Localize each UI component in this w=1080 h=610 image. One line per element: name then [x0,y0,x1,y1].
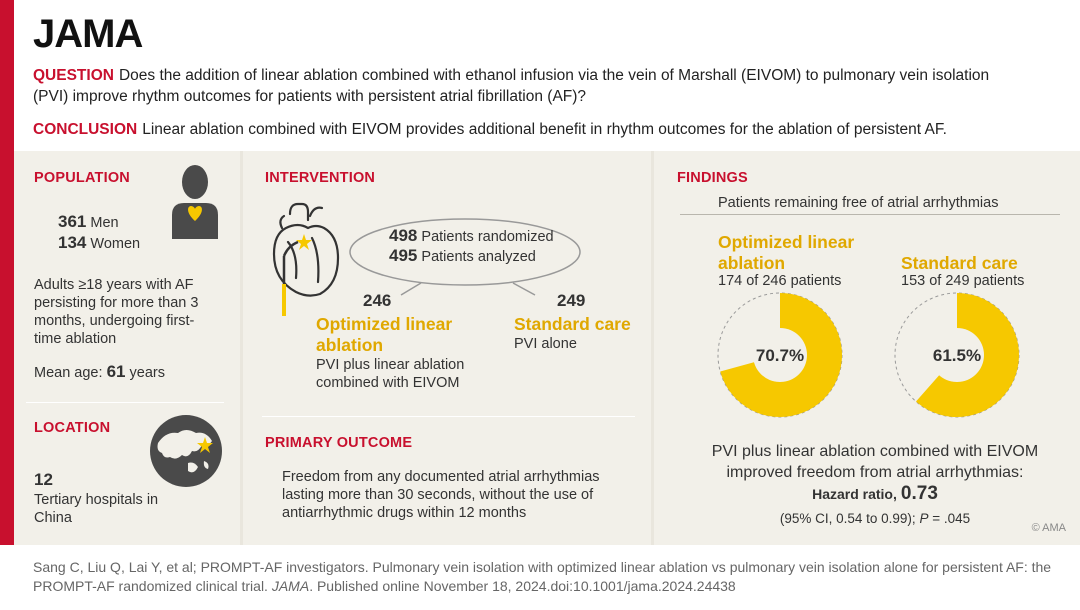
journal-logo: JAMA [33,12,143,56]
question-text: Does the addition of linear ablation com… [33,67,990,105]
arm2-name: Standard care [514,314,631,334]
women-label: Women [90,236,141,252]
chart-remaining-ring [894,292,1020,418]
conclusion-block: CONCLUSION Linear ablation combined with … [33,119,1073,140]
mean-age-unit: years [129,365,165,381]
primary-outcome-text: Freedom from any documented atrial arrhy… [282,469,600,521]
chart-series-1-detail: 174 of 246 patients [718,273,842,289]
ci-text: (95% CI, 0.54 to 0.99); [779,511,916,526]
randomized-label: Patients randomized [421,229,554,245]
analyzed-label: Patients analyzed [421,249,536,265]
location-description: Tertiary hospitals in China [34,492,159,526]
women-stat: 134 Women [58,234,140,253]
findings-summary: PVI plus linear ablation combined with E… [711,443,1039,481]
globe-icon [150,415,222,487]
hospital-count: 12 [34,470,53,489]
donut-hole [930,328,984,382]
citation: Sang C, Liu Q, Lai Y, et al; PROMPT-AF i… [33,558,1063,596]
chart-series-1-name: Optimized linear ablation [718,232,855,273]
population-title: POPULATION [34,170,130,186]
heart-icon [272,202,340,316]
citation-journal: JAMA [271,578,310,594]
mean-age-label: Mean age: [34,365,103,381]
donut-chart-1: 70.7% [717,292,843,418]
donut-hole [753,328,807,382]
arm1-name: Optimized linear ablation [316,314,453,355]
conclusion-label: CONCLUSION [33,121,138,138]
analyzed-stat: 495 Patients analyzed [389,247,536,266]
randomized-stat: 498 Patients randomized [389,227,554,246]
hazard-ratio: Hazard ratio, 0.73 [700,483,1050,504]
red-accent-bar [0,0,14,545]
divider [262,416,635,417]
subtitle-underline [680,214,1060,215]
citation-text: Sang C, Liu Q, Lai Y, et al; PROMPT-AF i… [33,559,1052,594]
conclusion-text: Linear ablation combined with EIVOM prov… [142,121,947,138]
arm1-description: PVI plus linear ablation combined with E… [316,357,465,391]
primary-outcome-title: PRIMARY OUTCOME [265,435,413,451]
p-label: P [919,511,929,526]
mean-age-value: 61 [106,362,126,381]
analyzed-count: 495 [389,246,418,265]
location-count: 12 [34,471,53,490]
citation-details: . Published online November 18, 2024.doi… [309,578,736,594]
women-count: 134 [58,233,87,252]
findings-title: FINDINGS [677,170,748,186]
findings-subtitle: Patients remaining free of atrial arrhyt… [718,195,999,211]
arm2-count: 249 [557,291,586,310]
p-value: = .045 [932,511,971,526]
hr-value: 0.73 [900,483,938,504]
population-description: Adults ≥18 years with AF persisting for … [34,277,199,347]
location-title: LOCATION [34,420,111,436]
divider [26,402,224,403]
chart-data-label: 61.5% [933,346,981,365]
men-count: 361 [58,212,87,231]
men-stat: 361 Men [58,213,119,232]
chart-series-2-detail: 153 of 249 patients [901,273,1025,289]
mean-age: Mean age: 61 years [34,363,165,382]
donut-chart-2: 61.5% [894,292,1020,418]
intervention-panel [243,151,651,545]
intervention-title: INTERVENTION [265,170,376,186]
question-label: QUESTION [33,67,114,84]
arm2-description: PVI alone [514,336,577,352]
chart-series-2-name: Standard care [901,253,1018,273]
arm1-count: 246 [363,291,392,310]
randomized-ellipse [349,218,581,296]
men-label: Men [90,215,119,231]
randomized-count: 498 [389,226,418,245]
question-block: QUESTION Does the addition of linear abla… [33,65,1013,107]
person-icon [172,165,218,239]
chart-data-label: 70.7% [756,346,804,365]
copyright: © AMA [1031,522,1066,534]
hr-label: Hazard ratio, [812,486,897,502]
confidence-interval: (95% CI, 0.54 to 0.99); P = .045 [700,510,1050,528]
